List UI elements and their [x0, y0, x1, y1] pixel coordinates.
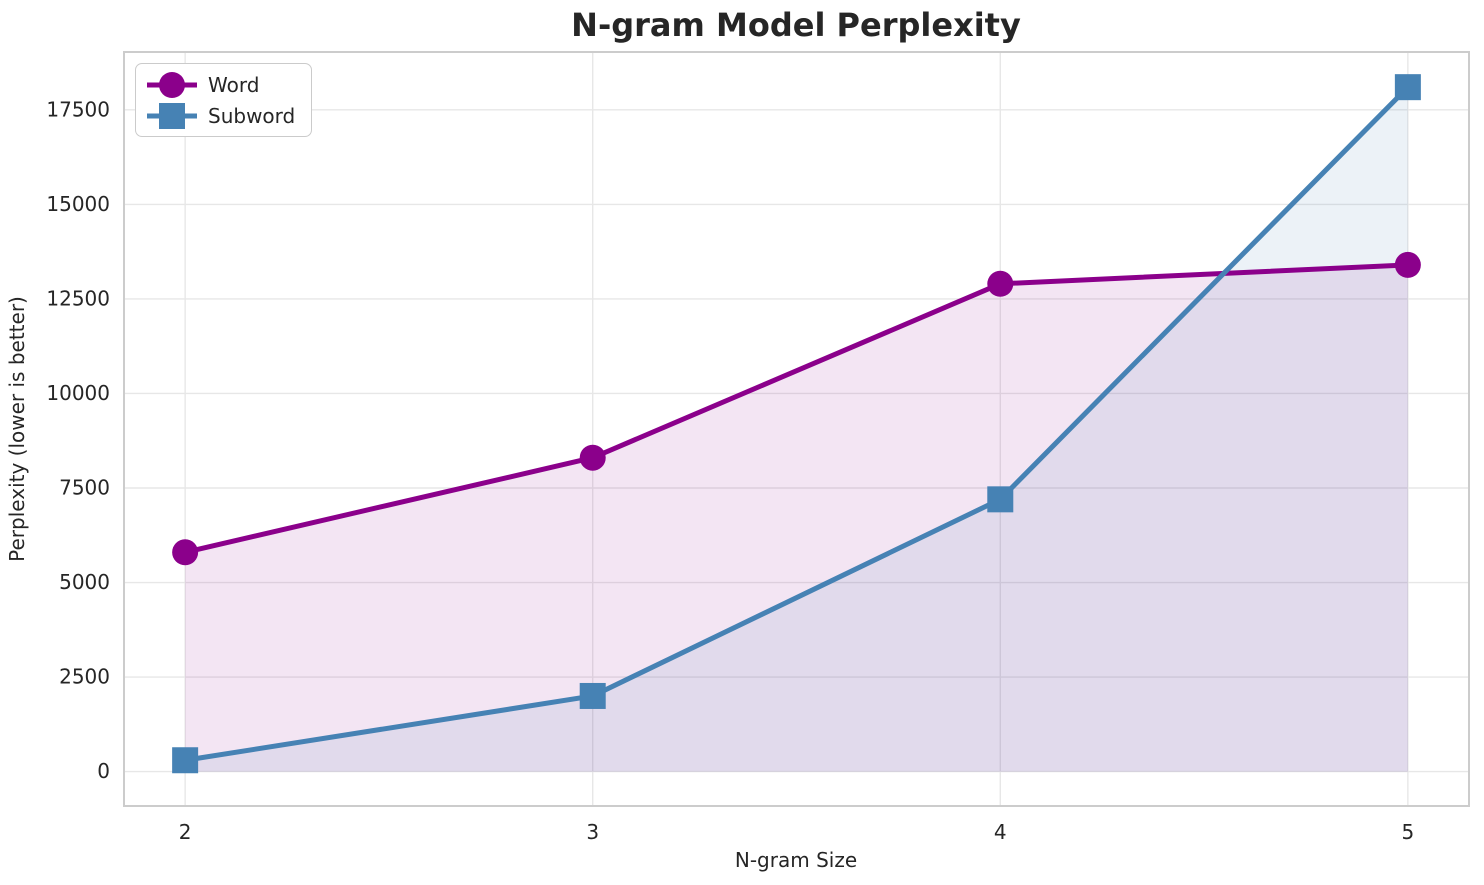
x-tick-label: 4 — [994, 820, 1007, 844]
legend-item-subword: Subword — [146, 100, 295, 131]
data-point-subword — [172, 747, 199, 774]
plot-area: 0 2500 5000 7500 10000 12500 15000 17500 2 3 4 5 — [46, 51, 1470, 844]
legend-label: Word — [208, 72, 260, 97]
legend-label: Subword — [208, 103, 296, 128]
series-line-word — [182, 262, 1411, 555]
y-tick-label: 2500 — [59, 665, 110, 689]
data-point-word — [579, 444, 606, 471]
x-axis-label: N-gram Size — [735, 848, 857, 872]
data-point-word — [987, 270, 1014, 297]
data-point-word — [1394, 251, 1421, 278]
legend: Word Subword — [135, 63, 313, 137]
series-line-subword — [182, 84, 1411, 763]
data-point-subword — [579, 682, 606, 709]
plot-border — [123, 51, 1470, 807]
y-tick-label: 10000 — [46, 381, 110, 405]
area-fill-subword — [185, 87, 1408, 772]
area-fill-word — [185, 264, 1408, 772]
chart-title: N-gram Model Perplexity — [571, 6, 1021, 44]
x-tick-label: 5 — [1401, 820, 1414, 844]
data-point-word — [172, 539, 199, 566]
x-tick-label: 3 — [586, 820, 599, 844]
y-tick-label: 0 — [97, 759, 110, 783]
data-point-subword — [987, 486, 1014, 513]
legend-item-word: Word — [146, 69, 295, 100]
legend-circle-marker-icon — [147, 71, 197, 98]
y-axis-label: Perplexity (lower is better) — [5, 296, 29, 562]
y-tick-label: 12500 — [46, 287, 110, 311]
y-tick-label: 15000 — [46, 192, 110, 216]
y-tick-label: 17500 — [46, 97, 110, 121]
x-tick-label: 2 — [179, 820, 192, 844]
y-tick-label: 5000 — [59, 570, 110, 594]
data-point-subword — [1394, 74, 1421, 101]
y-tick-label: 7500 — [59, 476, 110, 500]
legend-square-marker-icon — [147, 102, 197, 129]
